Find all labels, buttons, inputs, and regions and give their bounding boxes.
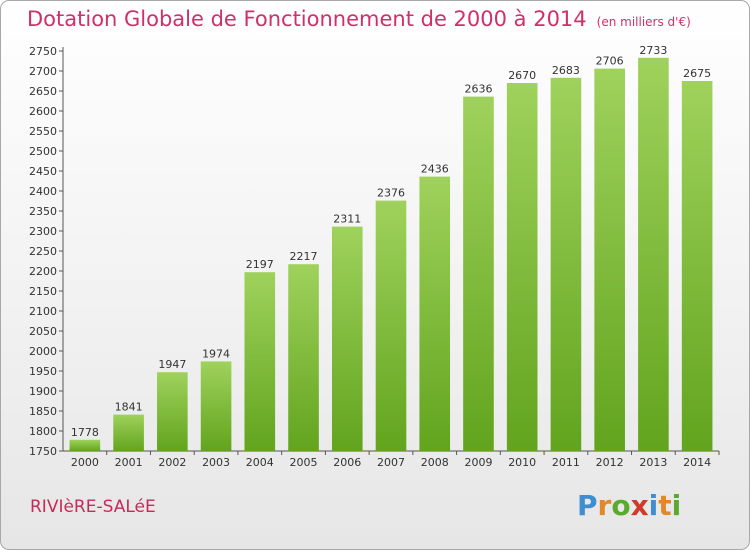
y-tick-label: 2100 <box>29 305 57 318</box>
y-tick-label: 1850 <box>29 405 57 418</box>
y-tick-label: 2000 <box>29 345 57 358</box>
x-tick-label: 2014 <box>683 456 711 469</box>
y-tick-label: 1750 <box>29 445 57 458</box>
logo-letter: o <box>611 489 631 522</box>
bar-value-label: 2311 <box>333 213 361 226</box>
y-tick-label: 1950 <box>29 365 57 378</box>
bar-value-label: 2376 <box>377 187 405 200</box>
x-tick-label: 2012 <box>596 456 624 469</box>
x-tick-label: 2011 <box>552 456 580 469</box>
x-tick-label: 2005 <box>290 456 318 469</box>
bar-value-label: 2675 <box>683 67 711 80</box>
bar-value-label: 2683 <box>552 64 580 77</box>
bar <box>419 176 451 451</box>
y-tick-label: 2350 <box>29 205 57 218</box>
y-tick-label: 2650 <box>29 85 57 98</box>
bar <box>331 226 363 451</box>
bar-value-label: 1841 <box>115 401 143 414</box>
chart-title: Dotation Globale de Fonctionnement de 20… <box>27 7 691 31</box>
logo-letter: P <box>577 489 598 522</box>
y-tick-label: 2150 <box>29 285 57 298</box>
bar-value-label: 1778 <box>71 426 99 439</box>
chart-title-text: Dotation Globale de Fonctionnement de 20… <box>27 7 587 31</box>
y-tick-label: 2450 <box>29 165 57 178</box>
y-tick-label: 1900 <box>29 385 57 398</box>
logo-letter: r <box>597 489 612 522</box>
logo-letter: i <box>671 489 682 522</box>
bar-value-label: 2217 <box>290 250 318 263</box>
y-tick-label: 2050 <box>29 325 57 338</box>
chart-unit-text: (en milliers d'€) <box>596 15 691 29</box>
bar <box>550 77 582 452</box>
bar <box>594 68 625 451</box>
x-tick-label: 2001 <box>115 456 143 469</box>
x-tick-label: 2009 <box>464 456 492 469</box>
x-tick-label: 2004 <box>246 456 274 469</box>
bar-value-label: 1947 <box>158 358 186 371</box>
bar <box>157 372 188 451</box>
x-tick-label: 2003 <box>202 456 230 469</box>
bar <box>506 83 538 451</box>
bar <box>375 200 407 451</box>
y-tick-label: 2550 <box>29 125 57 138</box>
x-tick-label: 2002 <box>158 456 186 469</box>
bar-value-label: 2670 <box>508 69 536 82</box>
y-tick-label: 2400 <box>29 185 57 198</box>
y-tick-label: 2300 <box>29 225 57 238</box>
bar <box>681 81 713 451</box>
bar <box>69 439 101 451</box>
x-tick-label: 2008 <box>421 456 449 469</box>
x-tick-label: 2006 <box>333 456 361 469</box>
commune-name: RIVIèRE-SALéE <box>30 497 156 517</box>
bar-value-label: 2706 <box>596 55 624 68</box>
bar <box>463 96 494 451</box>
bar-value-label: 2197 <box>246 258 274 271</box>
x-tick-label: 2000 <box>71 456 99 469</box>
x-tick-label: 2010 <box>508 456 536 469</box>
y-tick-label: 2750 <box>29 45 57 58</box>
x-tick-label: 2013 <box>639 456 667 469</box>
bar <box>244 272 276 451</box>
bar <box>113 414 144 451</box>
y-tick-label: 2600 <box>29 105 57 118</box>
bar-value-label: 2436 <box>421 163 449 176</box>
x-tick-label: 2007 <box>377 456 405 469</box>
y-tick-label: 2200 <box>29 265 57 278</box>
y-tick-label: 2500 <box>29 145 57 158</box>
logo-letter: i <box>648 489 659 522</box>
bar-value-label: 1974 <box>202 347 230 360</box>
y-tick-label: 1800 <box>29 425 57 438</box>
proxiti-logo: Proxiti <box>577 489 681 522</box>
bar <box>200 361 232 451</box>
bar-value-label: 2733 <box>639 44 667 57</box>
logo-letter: x <box>630 489 649 522</box>
bar <box>288 264 319 451</box>
y-tick-label: 2250 <box>29 245 57 258</box>
y-tick-label: 2700 <box>29 65 57 78</box>
logo-letter: t <box>658 489 672 522</box>
bar-value-label: 2636 <box>464 83 492 96</box>
bar <box>638 57 669 452</box>
